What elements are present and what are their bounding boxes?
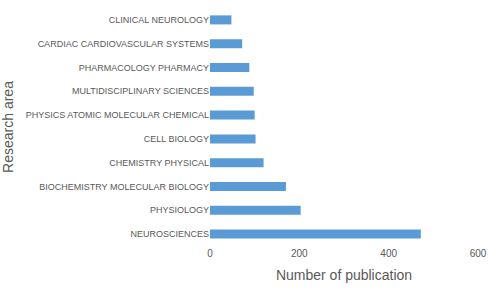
svg-text:CHEMISTRY PHYSICAL: CHEMISTRY PHYSICAL xyxy=(109,158,209,168)
svg-text:CELL BIOLOGY: CELL BIOLOGY xyxy=(144,134,209,144)
svg-text:MULTIDISCIPLINARY SCIENCES: MULTIDISCIPLINARY SCIENCES xyxy=(72,86,209,96)
svg-text:NEUROSCIENCES: NEUROSCIENCES xyxy=(130,229,209,239)
svg-text:CARDIAC CARDIOVASCULAR SYSTEMS: CARDIAC CARDIOVASCULAR SYSTEMS xyxy=(38,39,209,49)
svg-text:PHARMACOLOGY PHARMACY: PHARMACOLOGY PHARMACY xyxy=(79,63,209,73)
svg-text:PHYSIOLOGY: PHYSIOLOGY xyxy=(150,205,209,215)
svg-text:600: 600 xyxy=(470,248,487,259)
svg-text:200: 200 xyxy=(291,248,308,259)
svg-text:Number of publication: Number of publication xyxy=(276,267,412,283)
svg-text:PHYSICS ATOMIC MOLECULAR CHEMI: PHYSICS ATOMIC MOLECULAR CHEMICAL xyxy=(26,110,209,120)
svg-text:400: 400 xyxy=(380,248,397,259)
svg-text:CLINICAL NEUROLOGY: CLINICAL NEUROLOGY xyxy=(109,15,209,25)
svg-text:0: 0 xyxy=(207,248,213,259)
svg-text:BIOCHEMISTRY MOLECULAR BIOLOGY: BIOCHEMISTRY MOLECULAR BIOLOGY xyxy=(39,182,209,192)
svg-text:Research area: Research area xyxy=(0,81,16,173)
